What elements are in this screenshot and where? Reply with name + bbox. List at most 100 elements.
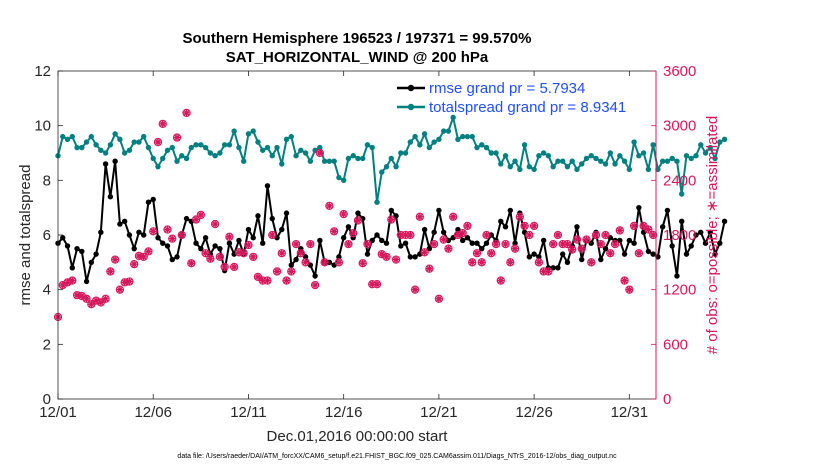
asterisk-stroke — [231, 263, 238, 270]
obs-assimilated-marker — [301, 258, 310, 266]
totalspread-point — [536, 153, 542, 159]
rmse-point — [345, 224, 352, 230]
asterisk-stroke — [83, 295, 90, 302]
obs-assimilated-marker — [149, 227, 157, 235]
asterisk-stroke — [212, 220, 219, 228]
x-tick-label: 12/21 — [420, 404, 458, 421]
asterisk-stroke — [635, 250, 642, 257]
totalspread-point — [431, 139, 437, 145]
obs-assimilated-marker — [330, 227, 338, 235]
totalspread-point — [450, 114, 456, 121]
obs-assimilated-marker — [325, 202, 333, 210]
totalspread-point — [350, 153, 356, 159]
rmse-point — [98, 229, 104, 235]
asterisk-stroke — [435, 295, 442, 302]
rmse-point — [669, 243, 675, 249]
rmse-point — [126, 232, 133, 238]
rmse-point — [469, 240, 475, 246]
asterisk-stroke — [183, 109, 190, 116]
asterisk-stroke — [88, 301, 95, 308]
asterisk-stroke — [411, 286, 419, 293]
y-axis-left-label: rmse and totalspread — [17, 165, 34, 306]
rmse-point — [659, 224, 666, 230]
obs-possible-marker — [277, 249, 286, 258]
asterisk-stroke — [607, 250, 614, 257]
asterisk-stroke — [450, 213, 457, 220]
totalspread-point — [136, 139, 142, 145]
obs-assimilated-marker — [240, 249, 248, 257]
totalspread-point — [264, 144, 271, 151]
asterisk-stroke — [554, 231, 562, 239]
obs-assimilated-marker — [178, 231, 186, 239]
rmse-point — [498, 218, 504, 225]
totalspread-point — [493, 150, 499, 156]
asterisk-stroke — [473, 250, 481, 257]
asterisk-stroke — [335, 259, 342, 266]
totalspread-point — [636, 153, 642, 159]
rmse-point — [264, 183, 271, 189]
obs-assimilated-marker — [349, 229, 357, 237]
totalspread-point — [217, 150, 223, 156]
rmse-point — [436, 207, 442, 214]
asterisk-stroke — [226, 233, 233, 240]
obs-assimilated-marker — [411, 286, 419, 294]
asterisk-stroke — [459, 230, 466, 237]
rmse-point — [83, 278, 90, 285]
obs-assimilated-marker — [306, 240, 314, 248]
obs-assimilated-marker — [482, 231, 491, 239]
totalspread-point — [198, 142, 204, 148]
obs-assimilated-marker — [506, 258, 514, 266]
obs-assimilated-marker — [111, 256, 119, 264]
obs-assimilated-marker — [630, 222, 638, 230]
asterisk-stroke — [535, 259, 542, 266]
obs-assimilated-marker — [459, 229, 467, 237]
asterisk-stroke — [297, 250, 304, 257]
rmse-point — [712, 251, 718, 257]
asterisk-stroke — [521, 222, 528, 229]
asterisk-stroke — [245, 241, 252, 249]
totalspread-point — [331, 158, 337, 164]
rmse-point — [717, 240, 723, 246]
totalspread-point — [240, 158, 247, 164]
asterisk-stroke — [102, 295, 109, 302]
totalspread-point — [717, 139, 723, 145]
obs-assimilated-marker — [363, 240, 372, 248]
totalspread-point — [364, 142, 371, 148]
rmse-point — [431, 229, 437, 235]
totalspread-point — [550, 163, 556, 170]
totalspread-point — [179, 153, 185, 159]
totalspread-point — [317, 144, 323, 151]
rmse-point — [288, 262, 294, 268]
totalspread-point — [712, 155, 718, 162]
totalspread-point — [488, 150, 494, 156]
totalspread-point — [412, 133, 418, 140]
totalspread-point — [155, 163, 161, 170]
obs-assimilated-marker — [230, 263, 238, 271]
asterisk-stroke — [378, 251, 385, 258]
asterisk-stroke — [507, 259, 514, 266]
rmse-point — [379, 237, 385, 244]
totalspread-point — [64, 136, 71, 143]
obs-possible-marker — [282, 276, 291, 285]
obs-possible-marker — [320, 258, 329, 267]
rmse-point — [121, 218, 128, 225]
rmse-point — [364, 251, 371, 257]
totalspread-point — [645, 166, 652, 173]
totalspread-point — [702, 150, 709, 156]
obs-assimilated-marker — [249, 253, 257, 261]
totalspread-point — [326, 158, 333, 164]
totalspread-point — [269, 153, 275, 159]
rmse-point — [507, 207, 514, 214]
rmse-point — [293, 256, 299, 263]
rmse-point — [459, 237, 466, 244]
totalspread-point — [621, 158, 628, 164]
y-tick-label: 8 — [43, 172, 51, 189]
obs-possible-marker — [249, 252, 258, 262]
rmse-point — [212, 243, 218, 249]
obs-assimilated-marker — [511, 245, 519, 253]
obs-assimilated-marker — [563, 240, 572, 248]
totalspread-point — [121, 150, 128, 156]
asterisk-stroke — [97, 299, 104, 306]
asterisk-stroke — [359, 260, 366, 267]
asterisk-stroke — [640, 222, 647, 229]
